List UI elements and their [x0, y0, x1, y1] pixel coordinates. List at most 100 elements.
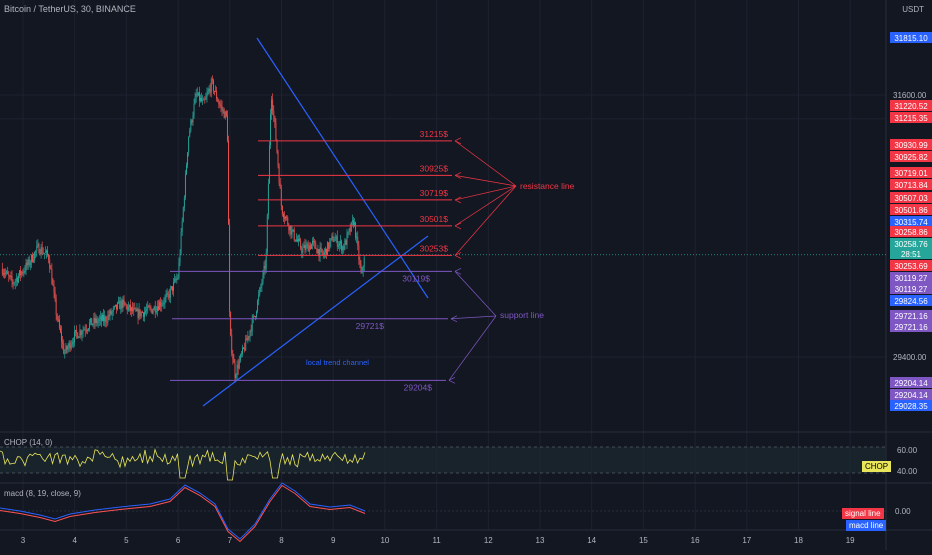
candle-body	[51, 269, 53, 284]
candle-body	[66, 346, 68, 350]
candle-body	[355, 222, 357, 238]
candle-body	[211, 79, 213, 81]
candle-body	[131, 307, 133, 311]
candle-body	[130, 304, 131, 311]
price-label-box	[890, 192, 932, 203]
currency-label[interactable]: USDT	[902, 5, 924, 14]
candle-body	[136, 309, 138, 312]
candle-body	[263, 266, 265, 273]
time-tick-label: 16	[691, 536, 700, 545]
candle-body	[37, 244, 39, 247]
candle-body	[198, 92, 200, 102]
candle-body	[72, 342, 74, 344]
price-label-box	[890, 100, 932, 111]
candle-body	[298, 239, 299, 242]
candle-body	[336, 236, 338, 247]
candle-body	[70, 344, 72, 349]
candle-body	[219, 104, 221, 106]
support-line-label: support line	[500, 310, 544, 320]
candle-body	[362, 266, 364, 272]
macd-title[interactable]: macd (8, 19, close, 9)	[4, 489, 81, 498]
chop-title[interactable]: CHOP (14, 0)	[4, 438, 53, 447]
candle-body	[204, 99, 206, 101]
candle-body	[310, 244, 312, 249]
candle-body	[253, 315, 255, 317]
macd-line	[0, 482, 366, 540]
candle-body	[8, 274, 10, 276]
candle-body	[189, 130, 191, 137]
candle-body	[345, 240, 347, 245]
candle-body	[187, 152, 189, 166]
candle-body	[344, 240, 346, 250]
price-tick-label: 31600.00	[893, 91, 927, 100]
candle-body	[100, 316, 102, 321]
chop-tick-label: 60.00	[897, 446, 918, 455]
candle-body	[303, 245, 305, 248]
candle-body	[33, 259, 35, 262]
candle-body	[139, 309, 141, 317]
price-label-box	[890, 238, 932, 249]
candle-body	[86, 329, 88, 331]
arrow-head	[454, 268, 462, 275]
time-tick-label: 7	[228, 536, 233, 545]
price-label-box	[890, 226, 932, 237]
candle-body	[109, 310, 111, 317]
candle-body	[335, 236, 337, 240]
candle-body	[323, 252, 325, 256]
candle-body	[67, 346, 69, 350]
candle-body	[307, 244, 309, 252]
candle-body	[183, 197, 185, 208]
price-label-text: 30253.69	[894, 262, 928, 271]
candle-body	[116, 304, 117, 310]
candle-body	[223, 109, 225, 119]
candle-body	[177, 277, 179, 279]
price-label-box	[890, 248, 932, 259]
candle-body	[159, 302, 161, 310]
candle-body	[122, 299, 124, 308]
candle-body	[55, 299, 57, 315]
time-tick-label: 5	[124, 536, 129, 545]
price-label-text: 30119.27	[895, 285, 928, 294]
candle-body	[124, 302, 126, 306]
support-arrow	[450, 315, 497, 320]
candle-body	[60, 327, 61, 332]
candle-body	[348, 228, 350, 232]
price-label-box	[890, 139, 932, 150]
candle-body	[153, 306, 155, 311]
candle-body	[193, 103, 195, 116]
candle-body	[169, 288, 171, 298]
candle-body	[261, 282, 263, 287]
candle-body	[16, 278, 18, 283]
candle-body	[210, 79, 212, 93]
arrow-head	[454, 196, 462, 204]
candle-body	[315, 242, 317, 249]
candle-body	[308, 245, 310, 252]
candle-body	[287, 217, 289, 225]
candle-body	[304, 245, 306, 250]
candle-body	[319, 247, 321, 257]
candle-body	[104, 316, 106, 322]
candle-body	[358, 245, 360, 260]
candle-body	[48, 255, 50, 260]
candle-body	[309, 245, 311, 249]
chop-badge: CHOP	[862, 461, 892, 472]
candle-body	[296, 239, 298, 242]
candle-body	[32, 254, 33, 262]
candle-body	[155, 311, 157, 313]
resistance-level-label: 31215$	[420, 129, 449, 139]
candle-body	[61, 331, 63, 342]
price-label-text: 29721.16	[894, 312, 928, 321]
candle-body	[71, 342, 73, 345]
resistance-level-label: 30253$	[420, 243, 449, 253]
time-tick-label: 3	[21, 536, 26, 545]
candle-body	[242, 347, 243, 354]
candle-body	[245, 338, 247, 351]
candle-body	[268, 145, 270, 184]
candle-body	[4, 273, 5, 275]
candle-body	[200, 97, 201, 102]
candle-body	[275, 122, 277, 140]
candle-body	[120, 300, 122, 310]
candle-body	[132, 307, 134, 312]
